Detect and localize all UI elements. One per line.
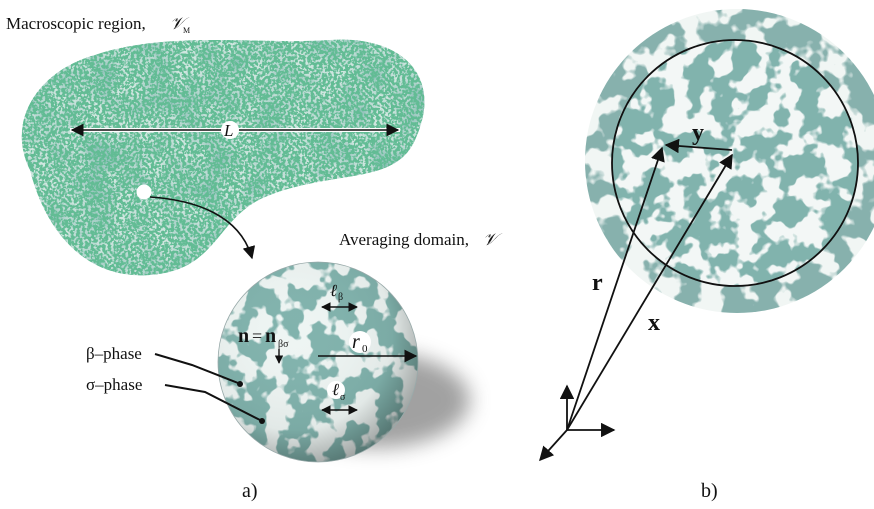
normal-equals: = bbox=[252, 326, 262, 346]
sigma-phase-dot bbox=[259, 418, 265, 424]
panel-b: y r x b) bbox=[539, 9, 874, 502]
beta-phase-dot bbox=[237, 381, 243, 387]
vector-y bbox=[664, 138, 733, 154]
beta-phase-leader bbox=[154, 353, 239, 384]
averaging-sphere bbox=[217, 261, 419, 463]
panel-a: Macroscopic region, 𝒱 M L Averaging doma… bbox=[6, 14, 503, 502]
caption-b: b) bbox=[701, 480, 718, 502]
sample-point bbox=[136, 184, 152, 200]
length-label: L bbox=[223, 121, 233, 140]
normal-n: n bbox=[238, 325, 249, 347]
vector-x bbox=[566, 153, 733, 431]
averaging-title: Averaging domain, bbox=[339, 230, 469, 249]
l-sigma-sub: σ bbox=[340, 392, 346, 403]
length-label-bg bbox=[221, 121, 239, 139]
l-sigma-bg bbox=[327, 381, 345, 399]
averaging-circle-outline bbox=[611, 39, 859, 287]
radius-sub: 0 bbox=[362, 343, 368, 355]
sigma-phase-leader bbox=[164, 384, 261, 421]
axis-y bbox=[539, 429, 568, 462]
l-beta-sub: β bbox=[338, 292, 343, 303]
l-sigma-label: ℓ bbox=[332, 380, 339, 399]
caption-a: a) bbox=[242, 480, 258, 502]
sigma-phase-label: σ–phase bbox=[86, 375, 142, 394]
averaging-symbol: 𝒱 bbox=[483, 230, 503, 249]
normal-n-beta-sigma: n bbox=[265, 325, 276, 347]
l-beta-label: ℓ bbox=[330, 281, 337, 300]
x-label: x bbox=[648, 310, 660, 336]
macroscopic-title: Macroscopic region, bbox=[6, 14, 146, 33]
radius-label-bg bbox=[349, 331, 371, 353]
representative-volume bbox=[585, 9, 874, 313]
macroscopic-symbol-sub: M bbox=[183, 26, 190, 35]
zoom-arrow bbox=[149, 196, 256, 260]
beta-phase-label: β–phase bbox=[86, 344, 142, 363]
vector-r bbox=[566, 146, 665, 431]
macroscopic-region bbox=[21, 39, 425, 276]
r-label: r bbox=[592, 270, 603, 296]
normal-sub: βσ bbox=[278, 339, 289, 350]
y-label: y bbox=[692, 120, 704, 146]
radius-label: r bbox=[352, 331, 360, 353]
